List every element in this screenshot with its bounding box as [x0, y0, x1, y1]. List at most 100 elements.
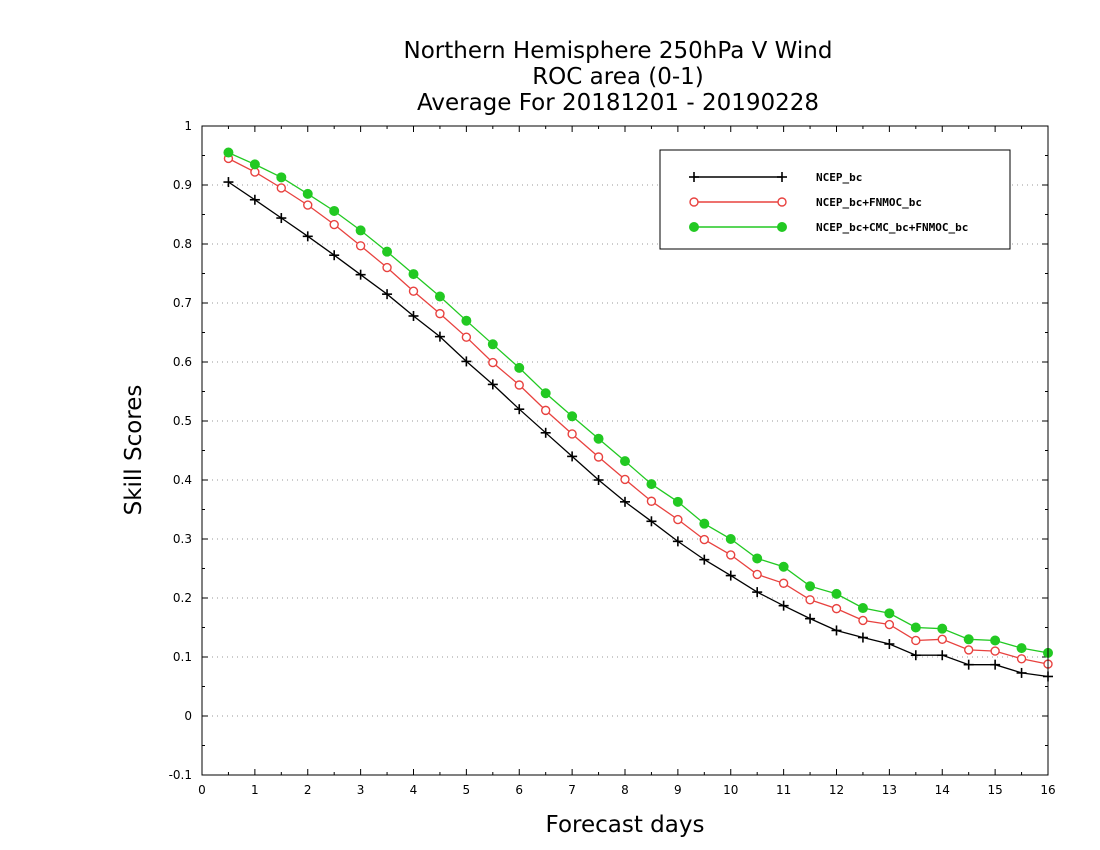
data-point	[382, 246, 393, 257]
data-point	[725, 534, 736, 544]
x-tick-label: 0	[198, 783, 206, 797]
data-point	[1016, 654, 1027, 664]
legend-label: NCEP_bc	[816, 171, 862, 184]
data-point	[461, 356, 472, 367]
data-point	[276, 183, 287, 193]
legend-box	[659, 149, 1011, 250]
x-tick-label: 2	[304, 783, 312, 797]
data-point	[487, 379, 498, 390]
data-point	[355, 269, 366, 280]
data-point	[858, 615, 868, 626]
chart-title-line-3: Average For 20181201 - 20190228	[417, 90, 819, 116]
legend-entry-2: NCEP_bc+FNMOC_bc	[689, 196, 922, 209]
series-line	[228, 152, 1049, 654]
data-point	[514, 380, 524, 390]
data-point	[434, 291, 445, 302]
data-point	[990, 659, 1001, 670]
data-point	[699, 518, 710, 529]
data-point	[567, 411, 578, 422]
data-point	[408, 286, 419, 296]
plot-frame	[201, 125, 1049, 776]
data-point	[435, 308, 445, 319]
data-point	[937, 650, 948, 661]
data-point	[223, 177, 234, 188]
y-tick-label: 0	[184, 709, 192, 723]
data-point	[567, 451, 578, 462]
chart-title-line-1: Northern Hemisphere 250hPa V Wind	[404, 38, 833, 64]
y-tick-label: -0.1	[169, 768, 192, 782]
x-tick-label: 1	[251, 783, 259, 797]
data-point	[990, 635, 1001, 646]
x-tick-label: 9	[674, 783, 682, 797]
data-point	[778, 578, 789, 588]
data-point	[1016, 643, 1027, 654]
legend-marker-start	[689, 197, 699, 207]
data-point	[910, 622, 921, 633]
data-point	[778, 600, 789, 611]
data-point	[857, 632, 868, 643]
data-point	[302, 188, 313, 199]
series-line	[228, 157, 1049, 665]
y-tick-label: 0.7	[173, 296, 192, 310]
data-point	[382, 289, 393, 300]
data-point	[434, 331, 445, 342]
legend-marker-end	[777, 222, 787, 232]
data-point	[302, 231, 313, 242]
x-tick-label: 8	[621, 783, 629, 797]
data-point	[752, 587, 763, 598]
data-point	[831, 603, 842, 614]
data-point	[646, 479, 657, 490]
series-3	[223, 147, 1053, 658]
data-point	[831, 588, 842, 599]
y-tick-label: 0.6	[173, 355, 192, 369]
x-tick-label: 12	[829, 783, 844, 797]
legend-label: NCEP_bc+CMC_bc+FNMOC_bc	[816, 221, 968, 234]
legend-marker-end	[777, 197, 787, 207]
x-tick-label: 13	[882, 783, 897, 797]
data-point	[752, 569, 762, 580]
y-tick-label: 0.2	[173, 591, 192, 605]
x-tick-label: 4	[410, 783, 418, 797]
y-tick-label: 0.3	[173, 532, 192, 546]
y-tick-label: 0.5	[173, 414, 192, 428]
data-point	[752, 553, 763, 564]
data-point	[646, 496, 657, 506]
data-point	[276, 172, 287, 183]
data-point	[514, 404, 525, 415]
data-point	[487, 339, 498, 350]
data-point	[884, 639, 895, 650]
series-line	[228, 181, 1049, 678]
x-axis-title: Forecast days	[546, 812, 705, 838]
data-point	[329, 205, 340, 216]
data-point	[355, 225, 366, 236]
data-point	[726, 550, 736, 560]
data-point	[593, 452, 604, 462]
legend-label: NCEP_bc+FNMOC_bc	[816, 196, 922, 209]
data-point	[408, 269, 419, 280]
data-point	[382, 262, 392, 273]
chart-title-line-2: ROC area (0-1)	[532, 64, 704, 90]
y-tick-label: 1	[184, 119, 192, 133]
data-point	[699, 554, 710, 565]
data-point	[620, 474, 630, 485]
data-point	[884, 619, 895, 630]
data-point	[329, 250, 340, 261]
legend-marker-start	[689, 222, 699, 232]
x-tick-label: 6	[515, 783, 523, 797]
data-point	[963, 659, 974, 670]
axis-ticks: -0.100.10.20.30.40.50.60.70.80.910 1 2 3 4 5 6…	[169, 119, 1056, 797]
data-point	[699, 534, 710, 545]
data-point	[672, 496, 683, 507]
data-point	[725, 570, 736, 581]
data-point	[303, 200, 313, 210]
y-tick-label: 0.4	[173, 473, 192, 487]
x-tick-label: 15	[987, 783, 1002, 797]
x-tick-label: 3	[357, 783, 365, 797]
data-point	[461, 332, 472, 342]
y-tick-label: 0.1	[173, 650, 192, 664]
legend-entry-3: NCEP_bc+CMC_bc+FNMOC_bc	[689, 221, 968, 234]
y-tick-label: 0.9	[173, 178, 192, 192]
data-point	[540, 427, 551, 438]
